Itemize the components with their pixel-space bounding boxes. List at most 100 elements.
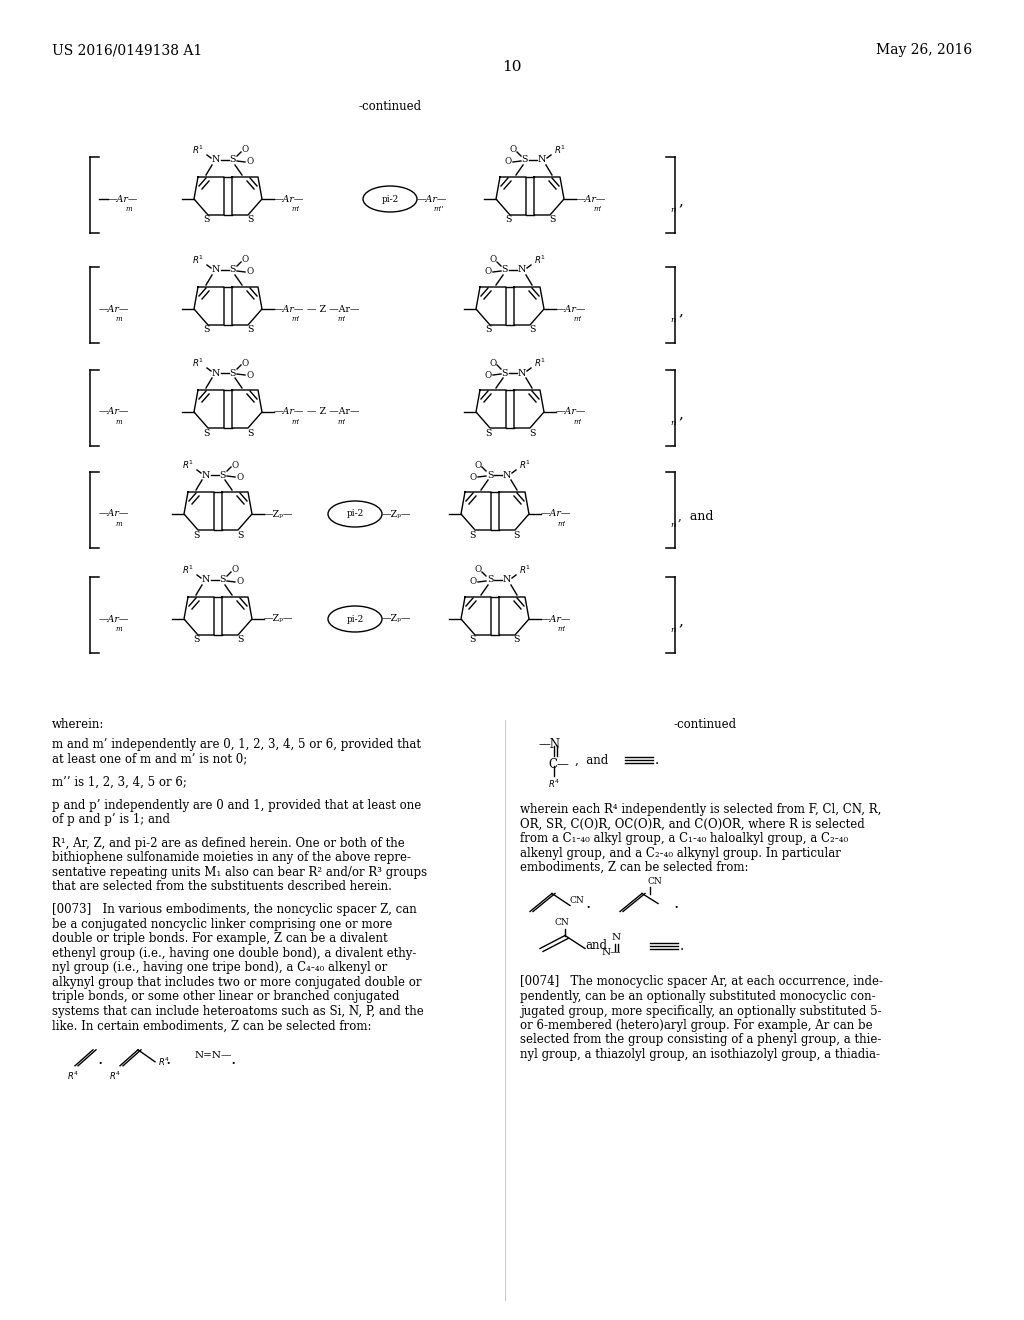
Text: from a C₁-₄₀ alkyl group, a C₁-₄₀ haloalkyl group, a C₂-₄₀: from a C₁-₄₀ alkyl group, a C₁-₄₀ haloal…: [520, 832, 848, 845]
Text: [0074]   The monocyclic spacer Ar, at each occurrence, inde-: [0074] The monocyclic spacer Ar, at each…: [520, 975, 883, 989]
Text: S: S: [193, 531, 200, 540]
Text: S: S: [237, 531, 244, 540]
Text: O: O: [247, 371, 254, 380]
Text: —Ar—: —Ar—: [417, 194, 447, 203]
Text: at least one of m and m’ is not 0;: at least one of m and m’ is not 0;: [52, 752, 247, 766]
Text: S: S: [229, 265, 237, 275]
Text: — Z —Ar—: — Z —Ar—: [307, 408, 359, 417]
Text: S: S: [247, 429, 253, 437]
Text: O: O: [242, 256, 249, 264]
Text: .: .: [680, 939, 684, 953]
Text: $R^4$: $R^4$: [67, 1069, 79, 1082]
Text: O: O: [474, 565, 481, 574]
Text: $R^1$: $R^1$: [191, 144, 204, 156]
Text: pi-2: pi-2: [346, 510, 364, 519]
Ellipse shape: [328, 502, 382, 527]
Text: and: and: [585, 939, 607, 952]
Text: -continued: -continued: [358, 100, 422, 114]
Text: —Ar—: —Ar—: [99, 408, 129, 417]
Text: 10: 10: [502, 59, 522, 74]
Text: O: O: [505, 157, 512, 166]
Text: $R^4$: $R^4$: [158, 1056, 170, 1068]
Text: O: O: [231, 565, 239, 574]
Text: $R^1$: $R^1$: [182, 564, 194, 577]
Text: S: S: [522, 156, 528, 165]
Text: embodiments, Z can be selected from:: embodiments, Z can be selected from:: [520, 861, 749, 874]
Ellipse shape: [328, 606, 382, 632]
Text: ,: ,: [678, 614, 683, 628]
Text: N—: N—: [602, 948, 622, 957]
Text: m': m': [291, 205, 299, 213]
Text: N: N: [503, 576, 511, 585]
Text: O: O: [469, 578, 476, 586]
Text: CN: CN: [648, 876, 663, 886]
Text: S: S: [470, 635, 476, 644]
Text: m': m': [338, 315, 346, 323]
Text: m: m: [116, 418, 123, 426]
Text: or 6-membered (hetero)aryl group. For example, Ar can be: or 6-membered (hetero)aryl group. For ex…: [520, 1019, 872, 1032]
Text: —Ar—: —Ar—: [99, 305, 129, 314]
Text: —Zₚ—: —Zₚ—: [382, 615, 412, 623]
Text: jugated group, more specifically, an optionally substituted 5-: jugated group, more specifically, an opt…: [520, 1005, 882, 1018]
Text: $R^1$: $R^1$: [554, 144, 566, 156]
Text: —N: —N: [538, 738, 560, 751]
Text: S: S: [514, 635, 520, 644]
Text: pi-2: pi-2: [346, 615, 364, 623]
Text: sentative repeating units M₁ also can bear R² and/or R³ groups: sentative repeating units M₁ also can be…: [52, 866, 427, 879]
Text: pendently, can be an optionally substituted monocyclic con-: pendently, can be an optionally substitu…: [520, 990, 876, 1003]
Text: O: O: [247, 157, 254, 166]
Text: O: O: [237, 473, 244, 482]
Text: S: S: [229, 156, 237, 165]
Text: -continued: -continued: [674, 718, 736, 731]
Text: n: n: [670, 206, 676, 214]
Text: m: m: [116, 315, 123, 323]
Text: —Zₚ—: —Zₚ—: [382, 510, 412, 519]
Text: CN: CN: [555, 917, 569, 927]
Text: N: N: [612, 933, 622, 942]
Text: n: n: [670, 626, 676, 634]
Ellipse shape: [362, 186, 417, 213]
Text: US 2016/0149138 A1: US 2016/0149138 A1: [52, 44, 203, 57]
Text: N: N: [538, 156, 546, 165]
Text: May 26, 2016: May 26, 2016: [876, 44, 972, 57]
Text: S: S: [220, 576, 226, 585]
Text: C—: C—: [548, 758, 568, 771]
Text: S: S: [486, 470, 494, 479]
Text: —Zₚ—: —Zₚ—: [264, 615, 294, 623]
Text: ,  and: , and: [575, 754, 608, 767]
Text: double or triple bonds. For example, Z can be a divalent: double or triple bonds. For example, Z c…: [52, 932, 388, 945]
Text: —Ar—: —Ar—: [99, 615, 129, 623]
Text: N: N: [202, 470, 210, 479]
Text: O: O: [231, 461, 239, 470]
Text: m': m': [338, 418, 346, 426]
Text: — Z —Ar—: — Z —Ar—: [307, 305, 359, 314]
Text: N: N: [503, 470, 511, 479]
Text: O: O: [489, 359, 497, 367]
Text: O: O: [242, 145, 249, 154]
Text: S: S: [470, 531, 476, 540]
Text: like. In certain embodiments, Z can be selected from:: like. In certain embodiments, Z can be s…: [52, 1019, 372, 1032]
Text: —Zₚ—: —Zₚ—: [264, 510, 294, 519]
Text: O: O: [484, 371, 492, 380]
Text: $R^1$: $R^1$: [534, 356, 546, 370]
Text: m and m’ independently are 0, 1, 2, 3, 4, 5 or 6, provided that: m and m’ independently are 0, 1, 2, 3, 4…: [52, 738, 421, 751]
Text: .: .: [165, 1051, 171, 1068]
Text: S: S: [220, 470, 226, 479]
Text: O: O: [489, 256, 497, 264]
Text: —Ar—: —Ar—: [556, 408, 587, 417]
Text: S: S: [484, 429, 492, 437]
Text: wherein:: wherein:: [52, 718, 104, 731]
Text: S: S: [237, 635, 244, 644]
Text: ,: ,: [678, 304, 683, 318]
Text: triple bonds, or some other linear or branched conjugated: triple bonds, or some other linear or br…: [52, 990, 399, 1003]
Text: be a conjugated noncyclic linker comprising one or more: be a conjugated noncyclic linker compris…: [52, 917, 392, 931]
Text: —Ar—: —Ar—: [99, 510, 129, 519]
Text: N: N: [518, 368, 526, 378]
Text: alkenyl group, and a C₂-₄₀ alkynyl group. In particular: alkenyl group, and a C₂-₄₀ alkynyl group…: [520, 846, 841, 859]
Text: N=N—: N=N—: [195, 1051, 232, 1060]
Text: S: S: [193, 635, 200, 644]
Text: N: N: [212, 368, 220, 378]
Text: .: .: [97, 1051, 102, 1068]
Text: m'': m'': [434, 205, 444, 213]
Text: S: S: [247, 326, 253, 334]
